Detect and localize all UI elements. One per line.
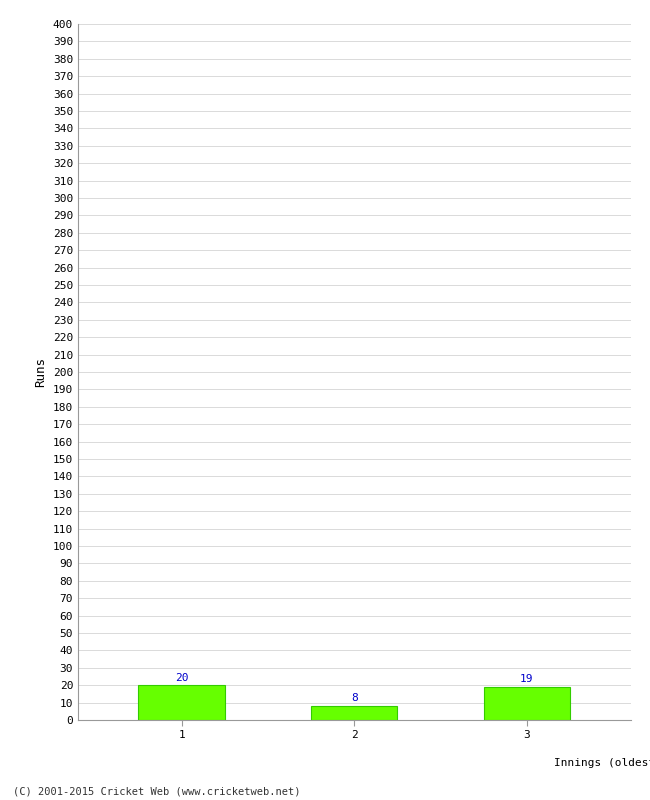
Text: 20: 20 <box>175 673 188 682</box>
Text: 19: 19 <box>520 674 534 684</box>
Bar <box>311 706 397 720</box>
Bar <box>138 685 225 720</box>
Text: (C) 2001-2015 Cricket Web (www.cricketweb.net): (C) 2001-2015 Cricket Web (www.cricketwe… <box>13 786 300 796</box>
Bar <box>484 687 570 720</box>
X-axis label: Innings (oldest to newest): Innings (oldest to newest) <box>554 758 650 768</box>
Y-axis label: Runs: Runs <box>34 357 47 387</box>
Text: 8: 8 <box>351 694 358 703</box>
